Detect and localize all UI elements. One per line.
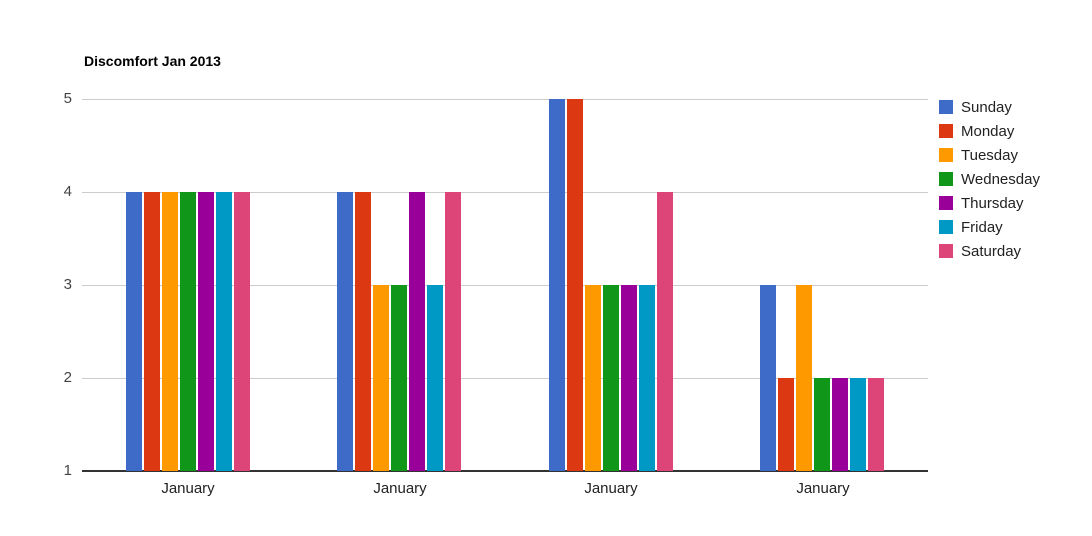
bar-friday[interactable] [850, 378, 866, 471]
gridline [82, 192, 928, 193]
bar-thursday[interactable] [621, 285, 637, 471]
legend-label: Tuesday [961, 146, 1018, 164]
legend-item-monday: Monday [939, 119, 1040, 143]
bar-wednesday[interactable] [603, 285, 619, 471]
bar-monday[interactable] [144, 192, 160, 471]
legend-swatch-icon [939, 220, 953, 234]
legend-label: Monday [961, 122, 1015, 140]
bar-sunday[interactable] [549, 99, 565, 471]
bar-thursday[interactable] [832, 378, 848, 471]
bar-sunday[interactable] [126, 192, 142, 471]
bar-friday[interactable] [639, 285, 655, 471]
bar-saturday[interactable] [868, 378, 884, 471]
bar-sunday[interactable] [337, 192, 353, 471]
legend-label: Friday [961, 218, 1003, 236]
bar-friday[interactable] [216, 192, 232, 471]
y-tick-label: 5 [63, 90, 72, 107]
bar-tuesday[interactable] [585, 285, 601, 471]
y-tick-label: 4 [63, 183, 72, 200]
bar-sunday[interactable] [760, 285, 776, 471]
bar-tuesday[interactable] [162, 192, 178, 471]
bar-wednesday[interactable] [391, 285, 407, 471]
bar-monday[interactable] [567, 99, 583, 471]
legend-label: Sunday [961, 98, 1012, 116]
legend-item-wednesday: Wednesday [939, 167, 1040, 191]
bar-thursday[interactable] [198, 192, 214, 471]
bar-thursday[interactable] [409, 192, 425, 471]
bar-tuesday[interactable] [373, 285, 389, 471]
legend-swatch-icon [939, 172, 953, 186]
bar-saturday[interactable] [234, 192, 250, 471]
legend-swatch-icon [939, 124, 953, 138]
bar-monday[interactable] [778, 378, 794, 471]
bar-wednesday[interactable] [180, 192, 196, 471]
x-axis-baseline [82, 470, 928, 472]
legend-label: Saturday [961, 242, 1022, 260]
legend-item-friday: Friday [939, 215, 1040, 239]
y-tick-label: 1 [63, 462, 72, 479]
legend-label: Wednesday [961, 170, 1040, 188]
gridline [82, 99, 928, 100]
legend-item-sunday: Sunday [939, 95, 1040, 119]
legend: Sunday Monday Tuesday Wednesday Thursday Frid… [939, 95, 1040, 263]
bar-wednesday[interactable] [814, 378, 830, 471]
legend-swatch-icon [939, 148, 953, 162]
bar-saturday[interactable] [657, 192, 673, 471]
x-category-label: January [796, 480, 850, 497]
legend-item-thursday: Thursday [939, 191, 1040, 215]
legend-item-saturday: Saturday [939, 239, 1040, 263]
legend-item-tuesday: Tuesday [939, 143, 1040, 167]
legend-swatch-icon [939, 100, 953, 114]
bar-monday[interactable] [355, 192, 371, 471]
bar-friday[interactable] [427, 285, 443, 471]
legend-swatch-icon [939, 196, 953, 210]
bar-saturday[interactable] [445, 192, 461, 471]
y-tick-label: 2 [63, 369, 72, 386]
legend-label: Thursday [961, 194, 1024, 212]
x-category-label: January [161, 480, 215, 497]
chart-title: Discomfort Jan 2013 [84, 53, 221, 69]
x-category-label: January [584, 480, 638, 497]
gridline [82, 285, 928, 286]
y-tick-label: 3 [63, 276, 72, 293]
x-category-label: January [373, 480, 427, 497]
gridline [82, 378, 928, 379]
bar-tuesday[interactable] [796, 285, 812, 471]
legend-swatch-icon [939, 244, 953, 258]
plot-area [82, 99, 928, 472]
